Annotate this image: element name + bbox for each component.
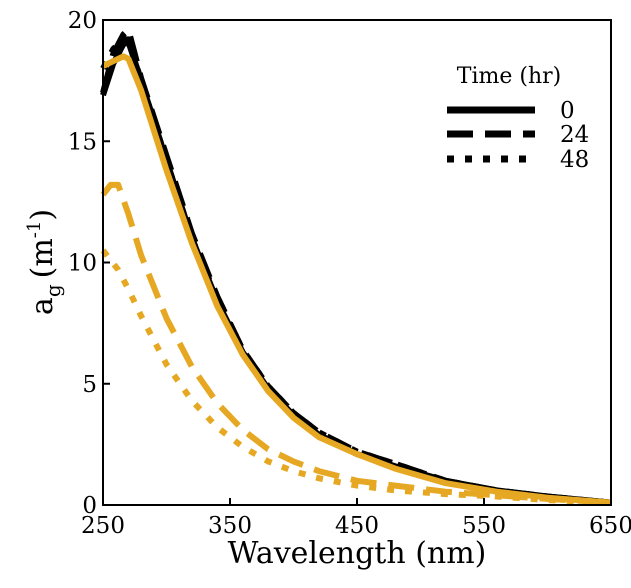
axis-ticks: 250 350 450 550 650 0 5 10 15 20 xyxy=(68,8,631,539)
y-tick-label-5: 5 xyxy=(82,372,97,398)
legend-label-48: 48 xyxy=(560,147,589,173)
series-line-orange-dashed xyxy=(100,181,612,506)
x-tick-label-650: 650 xyxy=(589,513,631,539)
series-line-orange-solid xyxy=(101,53,612,506)
y-axis-unit-open: (m xyxy=(25,238,60,278)
y-tick-label-10: 10 xyxy=(68,251,97,277)
y-axis-title: ag (m-1) xyxy=(24,209,65,315)
y-axis-unit-close: ) xyxy=(25,209,60,221)
x-tick-label-250: 250 xyxy=(81,513,125,539)
y-tick-label-20: 20 xyxy=(68,8,97,34)
y-axis-unit-exponent: -1 xyxy=(24,221,45,239)
legend: Time (hr) 0 24 48 xyxy=(447,64,589,173)
y-axis-subscript: g xyxy=(41,284,65,297)
series-line-orange-dotted xyxy=(100,248,612,506)
x-axis-title: Wavelength (nm) xyxy=(228,536,487,571)
series-line-black-dashed xyxy=(100,26,612,506)
y-tick-label-15: 15 xyxy=(68,129,97,155)
x-tick-label-450: 450 xyxy=(335,513,379,539)
x-tick-label-350: 350 xyxy=(208,513,252,539)
legend-label-24: 24 xyxy=(560,122,589,148)
legend-label-0: 0 xyxy=(560,98,575,124)
y-axis-symbol: a xyxy=(25,297,60,315)
plot-frame xyxy=(102,19,612,506)
x-tick-label-550: 550 xyxy=(462,513,506,539)
series-layer xyxy=(100,26,612,506)
legend-title: Time (hr) xyxy=(457,64,561,89)
y-tick-label-0: 0 xyxy=(82,493,97,519)
